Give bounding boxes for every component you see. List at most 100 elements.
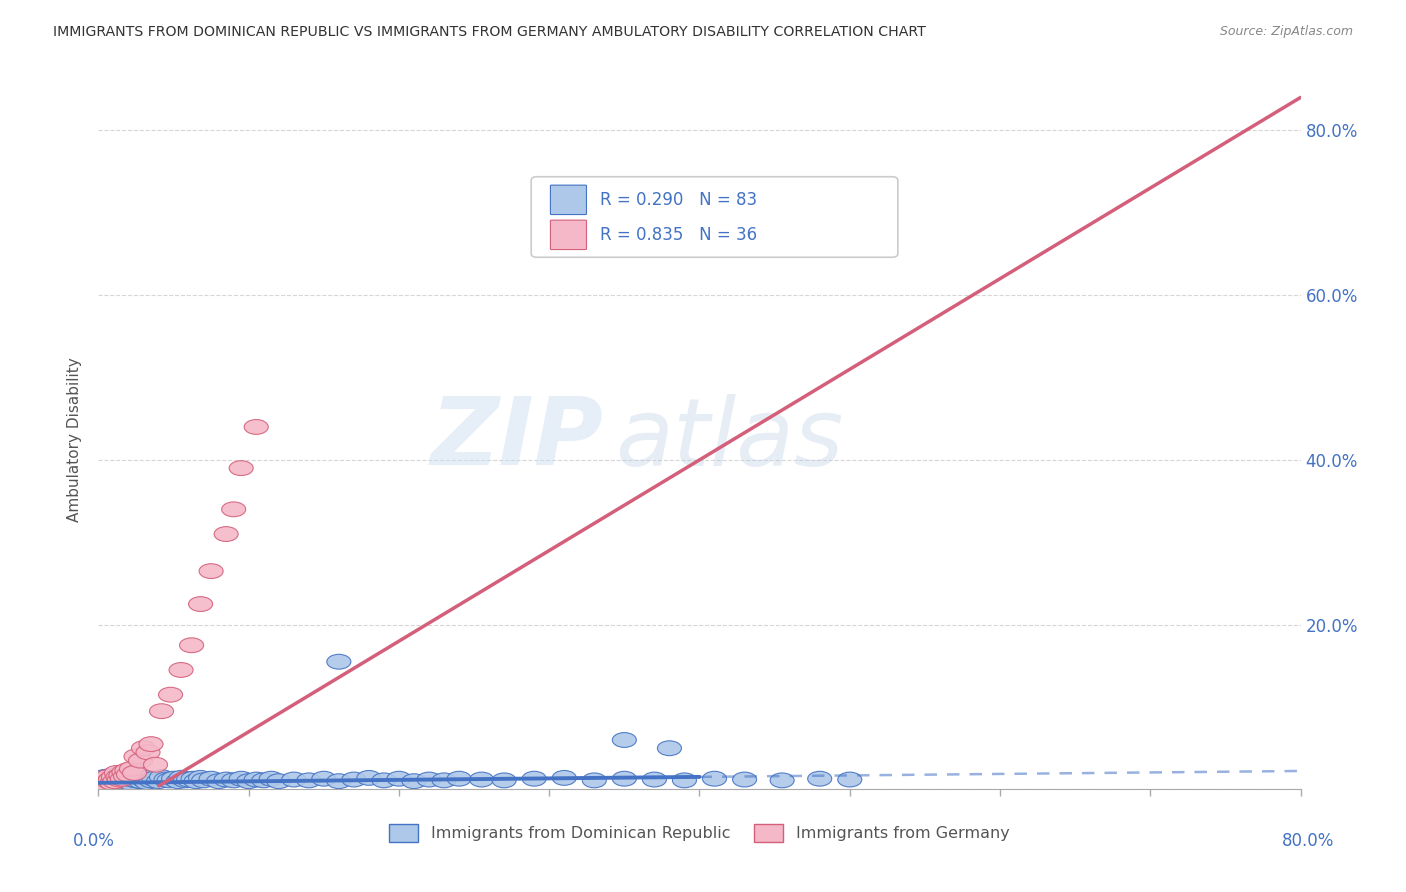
Ellipse shape bbox=[169, 663, 193, 677]
FancyBboxPatch shape bbox=[550, 186, 586, 215]
Ellipse shape bbox=[387, 772, 411, 786]
Ellipse shape bbox=[191, 773, 215, 788]
Ellipse shape bbox=[94, 776, 118, 791]
Ellipse shape bbox=[98, 772, 122, 787]
Ellipse shape bbox=[838, 772, 862, 787]
Ellipse shape bbox=[470, 772, 494, 787]
Ellipse shape bbox=[733, 772, 756, 787]
Ellipse shape bbox=[136, 771, 160, 785]
Ellipse shape bbox=[143, 757, 167, 772]
Ellipse shape bbox=[207, 773, 231, 789]
Legend: Immigrants from Dominican Republic, Immigrants from Germany: Immigrants from Dominican Republic, Immi… bbox=[382, 818, 1017, 848]
Ellipse shape bbox=[96, 772, 120, 786]
Ellipse shape bbox=[124, 749, 148, 764]
Ellipse shape bbox=[139, 773, 163, 788]
Ellipse shape bbox=[101, 770, 125, 784]
Ellipse shape bbox=[108, 768, 134, 783]
Ellipse shape bbox=[297, 773, 321, 788]
Ellipse shape bbox=[229, 772, 253, 786]
Ellipse shape bbox=[108, 775, 134, 790]
Ellipse shape bbox=[312, 772, 336, 786]
Ellipse shape bbox=[118, 775, 142, 790]
Ellipse shape bbox=[120, 762, 143, 776]
Ellipse shape bbox=[112, 764, 136, 780]
Text: 0.0%: 0.0% bbox=[73, 831, 115, 849]
FancyBboxPatch shape bbox=[531, 177, 898, 257]
Ellipse shape bbox=[96, 770, 120, 784]
Ellipse shape bbox=[98, 773, 122, 788]
Ellipse shape bbox=[807, 772, 832, 786]
Ellipse shape bbox=[252, 773, 276, 788]
Ellipse shape bbox=[111, 772, 135, 786]
Ellipse shape bbox=[104, 774, 128, 789]
Ellipse shape bbox=[121, 772, 145, 787]
Ellipse shape bbox=[613, 772, 637, 786]
Ellipse shape bbox=[124, 773, 148, 788]
Ellipse shape bbox=[127, 771, 150, 785]
Ellipse shape bbox=[111, 769, 135, 784]
Ellipse shape bbox=[149, 704, 173, 719]
Ellipse shape bbox=[101, 773, 125, 789]
Ellipse shape bbox=[105, 770, 129, 784]
Ellipse shape bbox=[97, 774, 121, 789]
Ellipse shape bbox=[492, 773, 516, 788]
Ellipse shape bbox=[112, 773, 136, 788]
Text: Source: ZipAtlas.com: Source: ZipAtlas.com bbox=[1219, 25, 1353, 38]
Ellipse shape bbox=[326, 655, 352, 669]
Text: ZIP: ZIP bbox=[430, 393, 603, 485]
Ellipse shape bbox=[643, 772, 666, 787]
Ellipse shape bbox=[115, 773, 139, 789]
Ellipse shape bbox=[91, 772, 115, 787]
Ellipse shape bbox=[93, 770, 117, 784]
Ellipse shape bbox=[613, 732, 637, 747]
Text: 80.0%: 80.0% bbox=[1281, 831, 1334, 849]
Ellipse shape bbox=[103, 772, 127, 786]
Ellipse shape bbox=[117, 767, 141, 782]
Ellipse shape bbox=[128, 753, 152, 768]
Ellipse shape bbox=[159, 687, 183, 702]
Ellipse shape bbox=[418, 772, 441, 787]
Ellipse shape bbox=[259, 772, 283, 786]
FancyBboxPatch shape bbox=[550, 220, 586, 250]
Ellipse shape bbox=[128, 773, 152, 789]
Ellipse shape bbox=[117, 772, 141, 786]
Ellipse shape bbox=[188, 597, 212, 612]
Ellipse shape bbox=[166, 773, 190, 789]
Ellipse shape bbox=[100, 771, 124, 785]
Ellipse shape bbox=[122, 765, 146, 780]
Ellipse shape bbox=[132, 772, 156, 787]
Ellipse shape bbox=[229, 461, 253, 475]
Ellipse shape bbox=[188, 771, 212, 785]
Text: IMMIGRANTS FROM DOMINICAN REPUBLIC VS IMMIGRANTS FROM GERMANY AMBULATORY DISABIL: IMMIGRANTS FROM DOMINICAN REPUBLIC VS IM… bbox=[53, 25, 927, 39]
Ellipse shape bbox=[157, 773, 181, 788]
Ellipse shape bbox=[169, 771, 193, 785]
Ellipse shape bbox=[402, 773, 426, 789]
Ellipse shape bbox=[222, 502, 246, 516]
Ellipse shape bbox=[107, 772, 132, 787]
Ellipse shape bbox=[97, 773, 121, 789]
Ellipse shape bbox=[245, 772, 269, 787]
Text: R = 0.290   N = 83: R = 0.290 N = 83 bbox=[600, 191, 756, 209]
Ellipse shape bbox=[522, 772, 546, 786]
Ellipse shape bbox=[342, 772, 366, 787]
Ellipse shape bbox=[770, 773, 794, 788]
Ellipse shape bbox=[155, 772, 179, 787]
Ellipse shape bbox=[447, 772, 471, 786]
Ellipse shape bbox=[658, 741, 682, 756]
Ellipse shape bbox=[214, 526, 238, 541]
Ellipse shape bbox=[132, 741, 156, 756]
Ellipse shape bbox=[553, 771, 576, 785]
Ellipse shape bbox=[97, 769, 121, 784]
Ellipse shape bbox=[135, 774, 159, 789]
Ellipse shape bbox=[181, 772, 205, 786]
Text: atlas: atlas bbox=[616, 393, 844, 485]
Text: R = 0.835   N = 36: R = 0.835 N = 36 bbox=[600, 226, 756, 244]
Ellipse shape bbox=[214, 772, 238, 787]
Ellipse shape bbox=[93, 773, 117, 789]
Ellipse shape bbox=[114, 771, 138, 785]
Ellipse shape bbox=[326, 773, 352, 789]
Ellipse shape bbox=[107, 772, 132, 787]
Ellipse shape bbox=[582, 773, 606, 788]
Ellipse shape bbox=[90, 775, 114, 790]
Ellipse shape bbox=[357, 771, 381, 785]
